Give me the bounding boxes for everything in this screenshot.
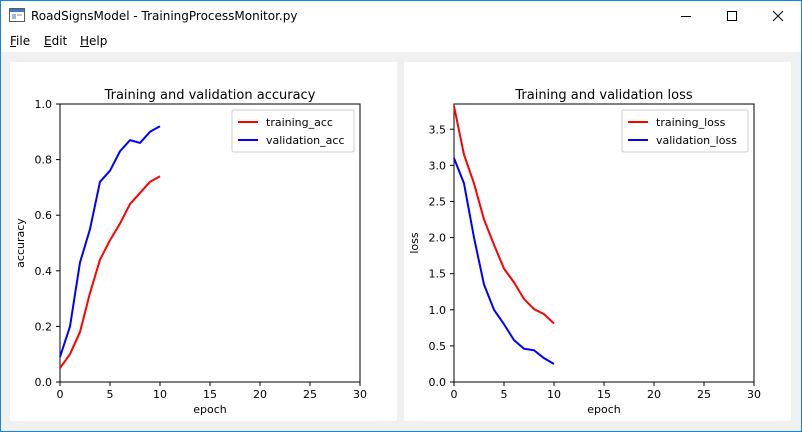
x-tick-label: 30 [747,388,761,401]
minimize-icon [681,16,691,17]
legend-label: validation_loss [656,134,737,147]
title-bar[interactable]: RoadSignsModel - TrainingProcessMonitor.… [1,1,801,31]
menu-file[interactable]: File [10,34,31,48]
y-tick-label: 0.8 [35,154,53,167]
legend-label: training_loss [656,116,726,129]
y-tick-label: 1.0 [429,304,447,317]
x-tick-label: 0 [451,388,458,401]
accuracy-chart-panel: Training and validation accuracy 0 5 10 15 20… [10,62,397,421]
chart-title: Training and validation loss [514,88,692,103]
y-tick-label: 2.5 [429,195,447,208]
y-tick-label: 0.6 [35,209,53,222]
menu-edit[interactable]: Edit [44,34,68,48]
y-tick-label: 1.5 [429,268,447,281]
x-tick-label: 5 [501,388,508,401]
chart-title: Training and validation accuracy [104,88,316,103]
y-axis-label: accuracy [14,218,27,268]
y-tick-label: 0.0 [429,376,447,389]
x-tick-label: 10 [153,388,167,401]
y-tick-label: 3.5 [429,123,447,136]
x-tick-label: 20 [647,388,661,401]
close-icon [772,10,784,22]
y-tick-label: 0.5 [429,340,447,353]
legend-label: training_acc [266,116,333,129]
menu-bar: File Edit Help [1,31,801,52]
python-app-icon [9,8,25,22]
x-tick-label: 20 [253,388,267,401]
x-tick-label: 15 [597,388,611,401]
y-tick-label: 1.0 [35,98,53,111]
series-line-validation_loss [453,157,555,365]
y-tick-label: 0.4 [35,265,53,278]
series-line-training_acc [59,175,161,369]
y-axis-label: loss [408,232,421,254]
close-button[interactable] [755,1,801,31]
accuracy-chart: Training and validation accuracy 0 5 10 15 20… [14,88,367,416]
x-tick-label: 0 [57,388,64,401]
window-title: RoadSignsModel - TrainingProcessMonitor.… [31,9,298,23]
series-line-validation_acc [59,125,161,358]
y-tick-label: 0.2 [35,320,53,333]
x-axis-label: epoch [193,403,227,416]
minimize-button[interactable] [663,1,709,31]
x-tick-label: 10 [547,388,561,401]
x-axis-label: epoch [587,403,621,416]
maximize-button[interactable] [709,1,755,31]
y-tick-label: 2.0 [429,232,447,245]
legend-box [621,109,749,153]
legend-label: validation_acc [266,134,345,147]
x-tick-label: 30 [353,388,367,401]
x-tick-label: 15 [203,388,217,401]
legend-box [231,109,355,153]
x-tick-label: 25 [303,388,317,401]
x-tick-label: 5 [107,388,114,401]
menu-help[interactable]: Help [80,34,108,48]
maximize-icon [727,11,737,21]
x-tick-label: 25 [697,388,711,401]
loss-chart-panel: Training and validation loss 0 5 10 15 20 25 30… [404,62,791,421]
loss-chart: Training and validation loss 0 5 10 15 20 25 30… [408,88,761,416]
y-tick-label: 3.0 [429,159,447,172]
y-tick-label: 0.0 [35,376,53,389]
series-line-training_loss [453,105,555,325]
